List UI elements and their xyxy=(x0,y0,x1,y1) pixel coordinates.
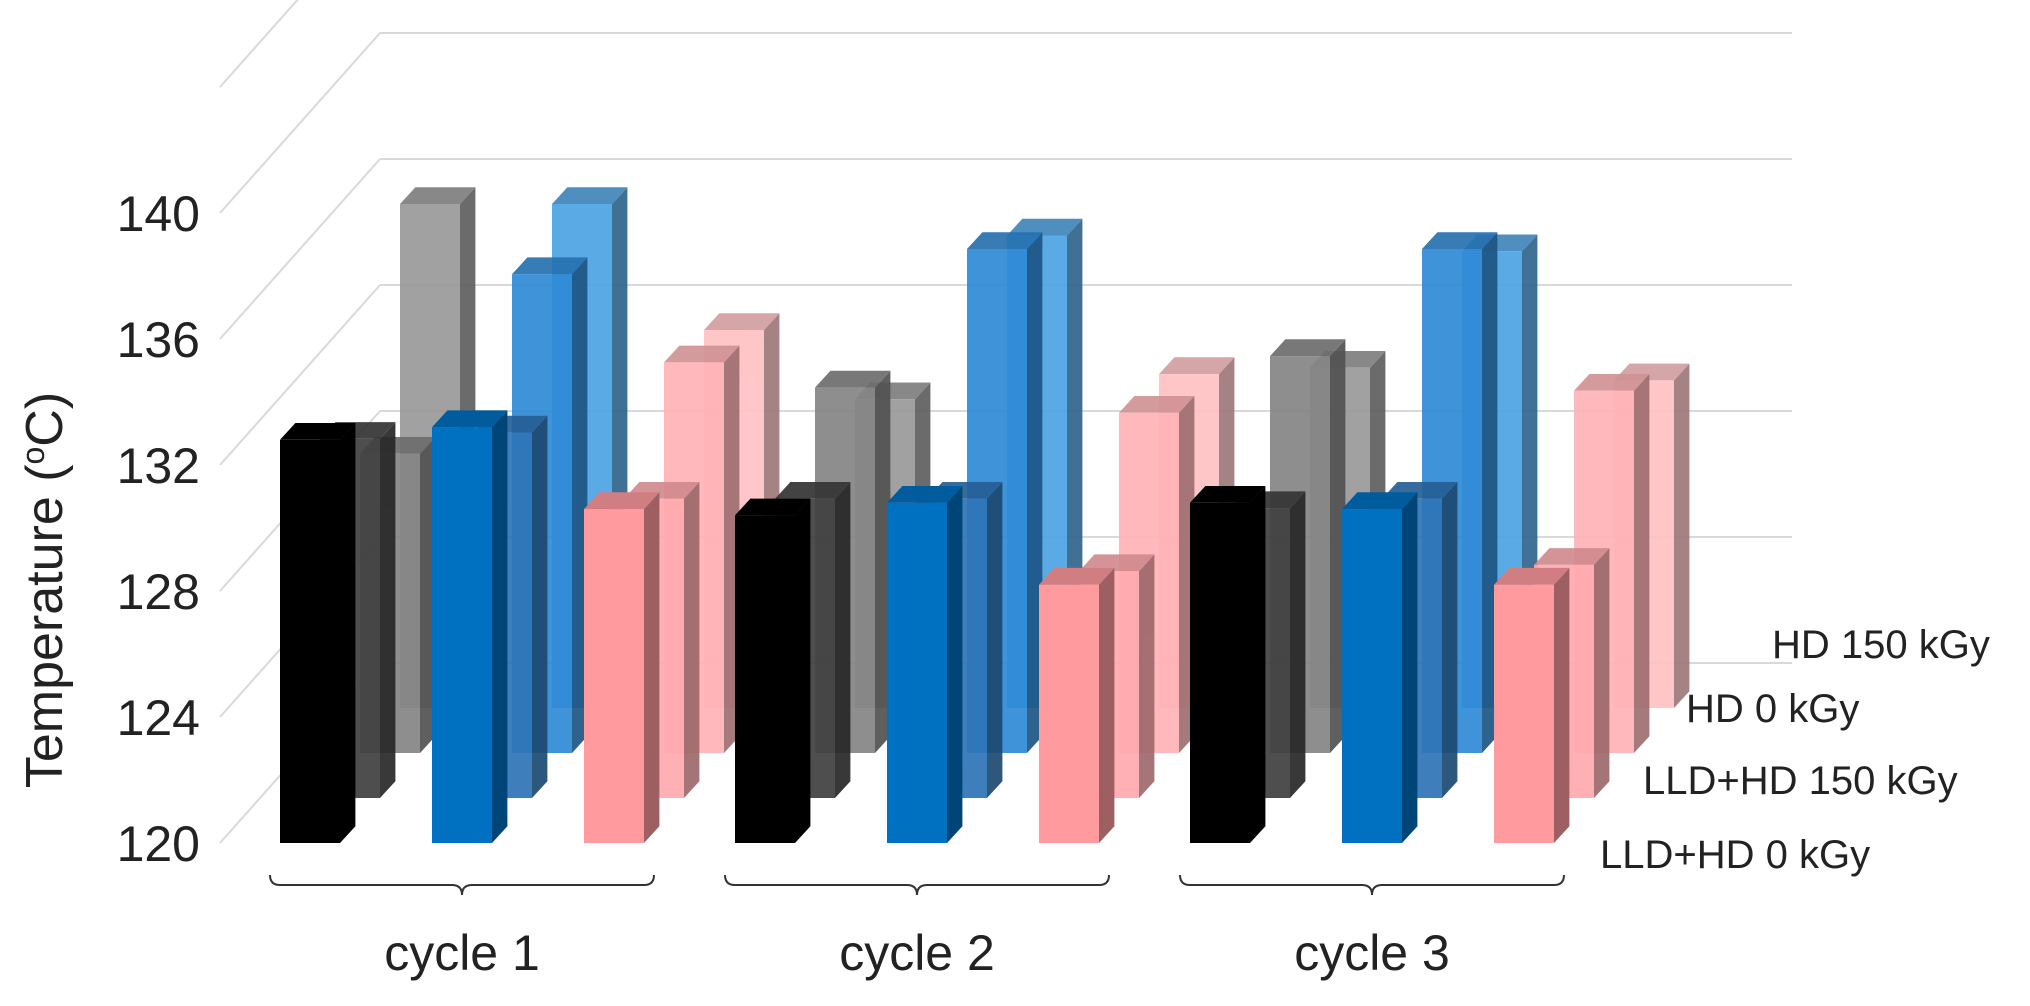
series-label: HD 150 kGy xyxy=(1772,623,1990,667)
gridline-side xyxy=(219,0,299,88)
bar-lld-hd-0-kgy xyxy=(1039,567,1115,843)
gridline-side xyxy=(219,158,381,340)
series-label: LLD+HD 0 kGy xyxy=(1600,833,1870,877)
bar-side-face xyxy=(644,492,660,843)
group-braces xyxy=(269,874,1565,896)
bar-top-face xyxy=(1159,357,1235,375)
bar-lld-hd-0-kgy xyxy=(887,486,963,843)
series-label: HD 0 kGy xyxy=(1686,687,1859,731)
series-depth-labels: LLD+HD 0 kGy LLD+HD 150 kGy HD 0 kGy HD 150… xyxy=(1600,623,1990,877)
bar-top-face xyxy=(704,313,780,330)
bar-top-face xyxy=(1534,548,1610,565)
bar-top-face xyxy=(432,410,508,428)
bar-side-face xyxy=(1402,492,1418,843)
series-label: LLD+HD 150 kGy xyxy=(1643,759,1958,803)
bar-lld-hd-0-kgy xyxy=(280,423,356,843)
bar-side-face xyxy=(795,498,811,843)
bar-side-face xyxy=(875,370,891,753)
group-brace xyxy=(724,874,1110,896)
bar-top-face xyxy=(400,187,476,204)
bar-side-face xyxy=(380,422,396,798)
gridline-side xyxy=(219,284,381,466)
bar-top-face xyxy=(735,498,811,516)
bar-side-face xyxy=(1442,481,1458,798)
y-tick-label: 120 xyxy=(117,816,200,872)
bar-front-face xyxy=(887,502,947,843)
bar-lld-hd-0-kgy xyxy=(584,492,660,843)
bar-side-face xyxy=(1674,363,1690,708)
bar-side-face xyxy=(1634,373,1650,753)
bar-top-face xyxy=(1342,492,1418,510)
y-tick-label: 124 xyxy=(117,690,200,746)
bar-top-face xyxy=(967,232,1043,249)
bar-side-face xyxy=(1139,554,1155,798)
group-label: cycle 2 xyxy=(839,925,995,981)
bar-side-face xyxy=(572,257,588,753)
bar-lld-hd-0-kgy xyxy=(1342,492,1418,843)
bar-top-face xyxy=(1007,218,1083,236)
bar-side-face xyxy=(1027,232,1043,753)
bar-front-face xyxy=(1494,584,1554,843)
group-brace xyxy=(269,874,655,896)
bar-side-face xyxy=(532,415,548,798)
bar-side-face xyxy=(1250,486,1266,843)
bar-top-face xyxy=(1422,232,1498,249)
bar-side-face xyxy=(684,481,700,798)
bar-top-face xyxy=(1494,567,1570,585)
bar-lld-hd-0-kgy xyxy=(735,498,811,843)
bar-front-face xyxy=(1039,584,1099,843)
bar-top-face xyxy=(1270,339,1346,357)
bar-top-face xyxy=(552,187,628,204)
bar-lld-hd-0-kgy xyxy=(1494,567,1570,843)
bar-top-face xyxy=(1119,396,1195,413)
y-tick-label: 132 xyxy=(117,438,200,494)
bar-side-face xyxy=(492,410,508,843)
bar-front-face xyxy=(1342,509,1402,843)
bar-side-face xyxy=(947,486,963,843)
group-brace xyxy=(1179,874,1565,896)
bar-side-face xyxy=(340,423,356,843)
y-tick-labels: 120 124 128 132 136 140 xyxy=(117,186,200,872)
bar-top-face xyxy=(584,492,660,510)
bar-side-face xyxy=(1554,567,1570,843)
y-tick-label: 136 xyxy=(117,312,200,368)
bar-lld-hd-0-kgy xyxy=(432,410,508,843)
bar-side-face xyxy=(1330,339,1346,753)
bar-side-face xyxy=(1594,548,1610,798)
bar-front-face xyxy=(1190,502,1250,843)
bar-front-face xyxy=(735,515,795,843)
bar-side-face xyxy=(1482,232,1498,753)
bar-top-face xyxy=(887,486,963,503)
group-label: cycle 3 xyxy=(1294,925,1450,981)
bar-top-face xyxy=(1039,567,1115,585)
bar-side-face xyxy=(987,481,1003,798)
y-tick-label: 128 xyxy=(117,564,200,620)
bar-side-face xyxy=(420,436,436,753)
bar-top-face xyxy=(815,370,891,388)
bar-side-face xyxy=(1290,491,1306,798)
group-label: cycle 1 xyxy=(384,925,540,981)
bars-layer xyxy=(280,187,1690,843)
bar-lld-hd-0-kgy xyxy=(1190,486,1266,843)
y-axis-label: Temperature (oC) xyxy=(15,392,74,788)
bar-front-face xyxy=(584,509,644,843)
bar-front-face xyxy=(432,427,492,843)
bar-side-face xyxy=(1099,567,1115,843)
group-labels: cycle 1 cycle 2 cycle 3 xyxy=(384,925,1450,981)
bar-top-face xyxy=(512,257,588,275)
bar-side-face xyxy=(835,481,851,798)
bar-top-face xyxy=(1079,554,1155,572)
y-tick-label: 140 xyxy=(117,186,200,242)
bar-top-face xyxy=(280,423,356,440)
bar-top-face xyxy=(1190,486,1266,503)
bar-top-face xyxy=(1574,373,1650,391)
bar-front-face xyxy=(280,439,340,843)
gridline-side xyxy=(219,32,381,214)
bar-top-face xyxy=(664,345,740,363)
bar-top-face xyxy=(775,481,851,499)
